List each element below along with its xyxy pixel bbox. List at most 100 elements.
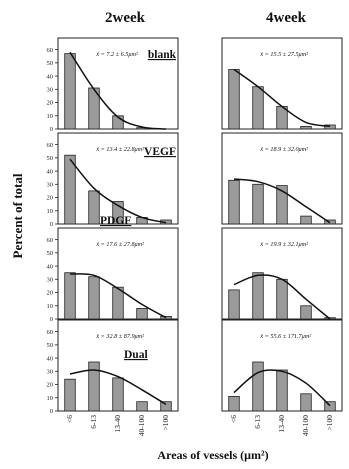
y-tick-label: 60 xyxy=(47,47,54,54)
bar-40-100 xyxy=(300,393,312,412)
stat-label: x̄ = 13.4 ± 22.8μm² xyxy=(95,146,144,153)
x-tick-label: <6 xyxy=(65,415,74,423)
treatment-label: PDGF xyxy=(100,215,131,227)
y-tick-label: 30 xyxy=(47,182,54,189)
fit-curve xyxy=(233,68,331,128)
bar-13-40 xyxy=(112,201,124,225)
y-tick-label: 10 xyxy=(47,208,54,215)
bar-<6 xyxy=(228,289,240,320)
y-tick-label: 60 xyxy=(47,329,54,336)
x-tick-label: 13-40 xyxy=(113,415,122,433)
y-tick-label: 20 xyxy=(47,290,54,297)
y-tick-label: 20 xyxy=(47,195,54,202)
bar-40-100 xyxy=(300,126,312,130)
x-tick-label: >100 xyxy=(161,415,170,431)
bar-6-13 xyxy=(88,87,100,130)
x-axis-label: Areas of vessels (μm²) xyxy=(157,448,268,462)
y-tick-label: 50 xyxy=(47,342,54,349)
x-tick-label: 40-100 xyxy=(301,415,310,436)
fit-curve xyxy=(69,51,167,130)
y-tick-label: 10 xyxy=(47,395,54,402)
stat-label: x̄ = 55.6 ± 171.7μm² xyxy=(259,333,311,340)
panel-dual-4week: x̄ = 55.6 ± 171.7μm² <6 6-13 13-40 40-100 >10… xyxy=(221,319,343,436)
x-tick-label: 13-40 xyxy=(277,415,286,433)
bar-13-40 xyxy=(112,286,124,320)
bar-13-40 xyxy=(112,377,124,412)
y-tick-label: 0 xyxy=(50,316,53,323)
bar-40-100 xyxy=(136,401,148,412)
y-tick-label: 40 xyxy=(47,263,54,270)
y-tick-label: 60 xyxy=(47,237,54,244)
bar-6-13 xyxy=(252,361,264,412)
bar-6-13 xyxy=(88,361,100,412)
bar-40-100 xyxy=(300,215,312,225)
y-tick-label: 30 xyxy=(47,87,54,94)
panel-vegf-4week: x̄ = 18.9 ± 32.0μm² xyxy=(221,132,343,225)
panel-blank-4week: x̄ = 15.5 ± 27.5μm² xyxy=(221,37,343,130)
panel-pdgf-4week: x̄ = 19.9 ± 32.1μm² xyxy=(221,227,343,320)
x-tick-label: 6-13 xyxy=(253,415,262,429)
y-tick-label: 0 xyxy=(50,408,53,415)
y-tick-label: 40 xyxy=(47,168,54,175)
stat-label: x̄ = 17.6 ± 27.8μm² xyxy=(95,241,144,248)
treatment-label: Dual xyxy=(124,349,148,361)
panel-blank-2week: 0 10 20 30 40 50 60 x̄ = 7.2 ± 6.5μm² blank xyxy=(47,37,179,133)
y-axis-label: Percent of total xyxy=(10,173,25,258)
bar-13-40 xyxy=(276,278,288,320)
y-tick-label: 10 xyxy=(47,303,54,310)
bar->100 xyxy=(324,124,336,130)
y-tick-label: 0 xyxy=(50,221,53,228)
column-title-2week: 2week xyxy=(105,10,146,26)
bar-6-13 xyxy=(88,276,100,320)
bar-6-13 xyxy=(88,190,100,225)
bar-6-13 xyxy=(252,183,264,225)
x-tick-label: 6-13 xyxy=(89,415,98,429)
bar-13-40 xyxy=(112,115,124,130)
fit-curve xyxy=(233,178,331,224)
bar-13-40 xyxy=(276,185,288,225)
bar-<6 xyxy=(228,179,240,225)
panel-dual-2week: 0 10 20 30 40 50 60 x̄ = 32.8 ± 87.9μm² Dual <6 6-… xyxy=(47,319,179,436)
treatment-label: blank xyxy=(148,49,177,61)
panels: 0 10 20 30 40 50 60 x̄ = 7.2 ± 6.5μm² blank x̄ = … xyxy=(47,37,343,436)
bar->100 xyxy=(324,401,336,412)
stat-label: x̄ = 18.9 ± 32.0μm² xyxy=(259,146,308,153)
stat-label: x̄ = 15.5 ± 27.5μm² xyxy=(259,51,308,58)
y-tick-label: 10 xyxy=(47,113,54,120)
fit-curve xyxy=(233,369,331,407)
fit-curve xyxy=(69,158,167,224)
y-tick-label: 50 xyxy=(47,250,54,257)
column-title-4week: 4week xyxy=(266,10,307,26)
bar-<6 xyxy=(64,378,76,412)
treatment-label: VEGF xyxy=(144,146,176,158)
bar-13-40 xyxy=(276,369,288,412)
bar-<6 xyxy=(64,154,76,225)
panel-pdgf-2week: 0 10 20 30 40 50 60 x̄ = 17.6 ± 27.8μm² PDGF xyxy=(47,215,179,323)
bar-6-13 xyxy=(252,272,264,320)
bar-40-100 xyxy=(300,305,312,320)
y-tick-label: 40 xyxy=(47,73,54,80)
panel-vegf-2week: 0 10 20 30 40 50 60 x̄ = 13.4 ± 22.8μm² VEGF xyxy=(47,132,179,228)
fit-curve xyxy=(69,273,167,319)
fit-curve xyxy=(233,274,331,320)
y-tick-label: 40 xyxy=(47,355,54,362)
stat-label: x̄ = 19.9 ± 32.1μm² xyxy=(259,241,308,248)
y-tick-label: 20 xyxy=(47,100,54,107)
y-tick-label: 50 xyxy=(47,60,54,67)
bar-<6 xyxy=(64,272,76,320)
bar->100 xyxy=(160,401,172,412)
bar-6-13 xyxy=(252,86,264,130)
bar-<6 xyxy=(228,395,240,412)
fit-curve xyxy=(69,369,167,406)
y-tick-label: 50 xyxy=(47,155,54,162)
stat-label: x̄ = 32.8 ± 87.9μm² xyxy=(95,333,144,340)
x-tick-label: >100 xyxy=(325,415,334,431)
y-tick-label: 30 xyxy=(47,277,54,284)
y-tick-label: 20 xyxy=(47,382,54,389)
y-tick-label: 0 xyxy=(50,126,53,133)
y-tick-label: 30 xyxy=(47,369,54,376)
bar-<6 xyxy=(64,53,76,130)
bar-<6 xyxy=(228,69,240,130)
x-tick-label: <6 xyxy=(229,415,238,423)
